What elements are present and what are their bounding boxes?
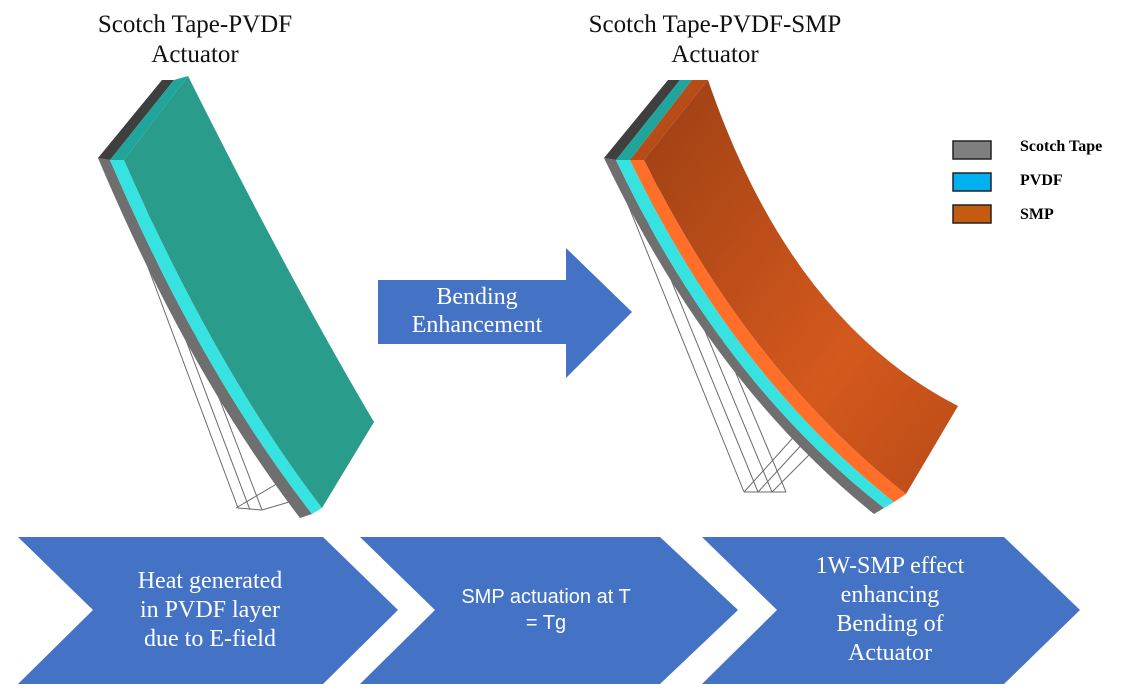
left-actuator — [98, 76, 374, 518]
right-title: Scotch Tape-PVDF-SMP Actuator — [555, 10, 875, 70]
legend-label-tape: Scotch Tape — [1020, 138, 1103, 155]
right-title-line-2: Actuator — [671, 41, 759, 68]
process-chevrons — [18, 537, 1080, 684]
legend-label-pvdf: PVDF — [1020, 172, 1063, 189]
right-top-pvdf — [616, 80, 692, 160]
step-1-line-3: due to E-field — [144, 625, 276, 652]
step-3-line-2: enhancing — [840, 582, 940, 608]
step-2-text: SMP actuation at T = Tg — [432, 547, 660, 673]
left-green-face — [124, 76, 374, 508]
right-tape-layer — [604, 158, 884, 514]
step-3-line-4: Actuator — [848, 640, 932, 666]
process-chevron-3 — [702, 537, 1080, 684]
bending-enhancement-line-1: Bending — [436, 284, 518, 310]
step-2-line-2: = Tg — [525, 612, 567, 634]
left-title-line-1: Scotch Tape-PVDF — [97, 11, 293, 38]
left-title: Scotch Tape-PVDF Actuator — [60, 10, 330, 70]
right-title-line-1: Scotch Tape-PVDF-SMP — [588, 11, 842, 38]
right-pvdf-layer — [616, 160, 894, 508]
step-1-line-2: in PVDF layer — [139, 596, 280, 623]
step-3-line-3: Bending of — [836, 611, 944, 637]
right-actuator — [604, 80, 958, 514]
bending-enhancement-line-2: Enhancement — [411, 312, 543, 338]
right-top-smp — [630, 80, 708, 160]
step-1-text: Heat generated in PVDF layer due to E-fi… — [100, 547, 320, 673]
legend-label-smp: SMP — [1020, 206, 1054, 223]
legend-swatch-smp — [952, 204, 992, 224]
right-top-edge — [604, 80, 680, 160]
left-top-pvdf — [110, 76, 188, 160]
bending-enhancement-arrow — [378, 248, 632, 378]
left-pvdf-layer — [110, 160, 322, 514]
legend-swatch-pvdf — [952, 172, 992, 192]
bending-enhancement-text: Bending Enhancement — [382, 283, 572, 339]
process-chevron-2 — [360, 537, 738, 684]
legend — [952, 140, 992, 224]
right-smp-edge — [630, 160, 906, 502]
right-smp-face — [644, 80, 958, 494]
process-chevron-1 — [18, 537, 398, 684]
left-tape-layer — [98, 158, 312, 518]
step-1-line-1: Heat generated — [137, 567, 283, 594]
step-3-text: 1W-SMP effect enhancing Bending of Actua… — [780, 540, 1000, 680]
left-title-line-2: Actuator — [151, 41, 239, 68]
step-3-line-1: 1W-SMP effect — [815, 553, 965, 579]
legend-swatch-tape — [952, 140, 992, 160]
step-2-line-1: SMP actuation at T — [461, 586, 631, 608]
left-top-edge — [98, 80, 174, 160]
